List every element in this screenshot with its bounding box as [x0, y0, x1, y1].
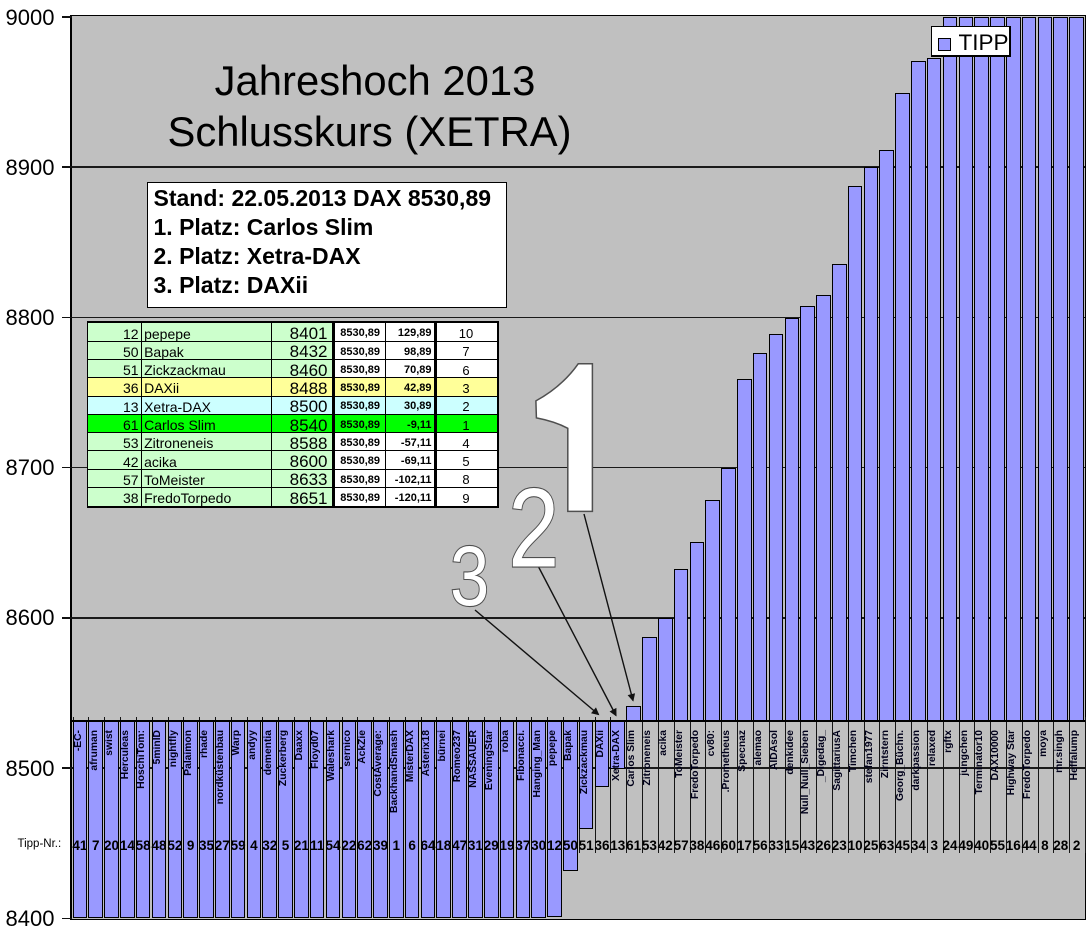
svg-text:2: 2: [508, 465, 559, 591]
svg-text:3: 3: [450, 530, 489, 623]
